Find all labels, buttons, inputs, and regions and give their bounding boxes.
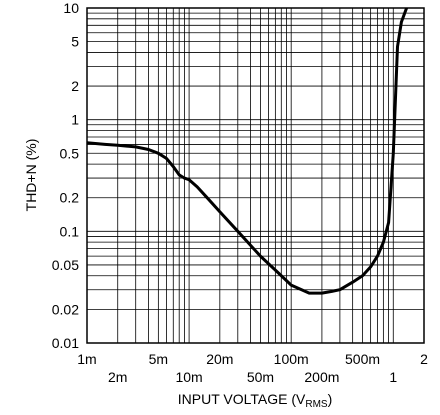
y-tick-label: 1 [71,112,79,128]
x-tick-label: 1 [389,369,397,385]
y-tick-label: 0.05 [52,257,79,273]
y-axis-label: THD+N (%) [23,139,39,212]
x-axis-label-subscript: RMS [305,399,328,410]
x-axis-label-close: ) [328,391,333,407]
x-axis-label: INPUT VOLTAGE (VRMS) [178,391,333,410]
x-tick-label: 2m [108,369,127,385]
x-tick-label: 100m [274,351,309,367]
thd-n-curve-group [86,7,409,295]
y-tick-label: 5 [71,34,79,50]
x-tick-label: 2 [420,351,428,367]
y-tick-label: 0.5 [60,145,80,161]
thd-n-series-line [86,7,409,295]
x-tick-label: 10m [175,369,202,385]
plot-frame [86,7,425,344]
x-tick-label: 200m [304,369,339,385]
y-tick-label: 2 [71,78,79,94]
x-tick-label: 5m [149,351,168,367]
y-tick-label: 0.2 [60,190,80,206]
x-tick-label: 500m [345,351,380,367]
x-tick-label: 1m [77,351,96,367]
x-tick-label: 20m [206,351,233,367]
x-axis-label-main: INPUT VOLTAGE (V [178,391,306,407]
y-tick-label: 10 [63,0,79,16]
chart-grid [86,7,425,344]
x-tick-label: 50m [247,369,274,385]
y-tick-label: 0.1 [60,223,80,239]
y-tick-label: 0.01 [52,335,79,351]
y-tick-label: 0.02 [52,301,79,317]
